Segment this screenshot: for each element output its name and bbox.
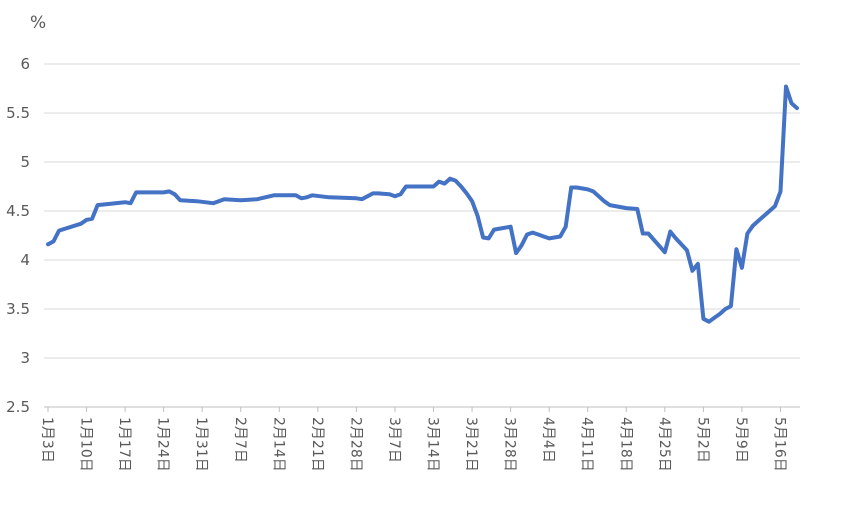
x-tick-label: 2月28日 bbox=[347, 417, 363, 472]
x-axis-ticks: 1月3日 1月10日 1月17日 1月24日 1月31日 2月7日 2月14日 2月21日 2月… bbox=[39, 407, 787, 472]
y-tick-label: 3.5 bbox=[6, 300, 30, 318]
x-tick-label: 3月7日 bbox=[386, 417, 402, 463]
x-tick-label: 4月18日 bbox=[617, 417, 633, 472]
y-tick-label: 2.5 bbox=[6, 398, 30, 416]
y-tick-label: 3 bbox=[20, 349, 30, 367]
x-tick-label: 5月16日 bbox=[771, 417, 787, 472]
y-tick-label: 4 bbox=[20, 251, 30, 269]
series-group bbox=[46, 84, 799, 324]
series-line bbox=[46, 84, 799, 324]
y-tick-label: 5.5 bbox=[6, 104, 30, 122]
x-tick-label: 4月11日 bbox=[579, 417, 595, 472]
x-tick-label: 5月9日 bbox=[733, 417, 749, 463]
x-tick-label: 2月21日 bbox=[309, 417, 325, 472]
x-tick-label: 4月4日 bbox=[540, 417, 556, 463]
x-tick-label: 4月25日 bbox=[656, 417, 672, 472]
y-tick-label: 4.5 bbox=[6, 202, 30, 220]
x-tick-label: 3月28日 bbox=[502, 417, 518, 472]
x-tick-label: 5月2日 bbox=[694, 417, 710, 463]
x-tick-label: 3月21日 bbox=[463, 417, 479, 472]
y-axis-ticks: 2.5 3 3.5 4 4.5 5 5.5 6 bbox=[6, 55, 30, 416]
x-tick-label: 2月7日 bbox=[232, 417, 248, 463]
gridlines bbox=[44, 63, 800, 359]
x-tick-label: 3月14日 bbox=[425, 417, 441, 472]
x-tick-label: 1月3日 bbox=[39, 417, 55, 463]
x-tick-label: 1月17日 bbox=[116, 417, 132, 472]
x-tick-label: 1月31日 bbox=[193, 417, 209, 472]
x-tick-label: 1月10日 bbox=[78, 417, 94, 472]
x-tick-label: 2月14日 bbox=[270, 417, 286, 472]
x-tick-label: 1月24日 bbox=[155, 417, 171, 472]
y-unit-label: % bbox=[30, 13, 46, 33]
y-tick-label: 5 bbox=[20, 153, 30, 171]
y-tick-label: 6 bbox=[20, 55, 30, 73]
